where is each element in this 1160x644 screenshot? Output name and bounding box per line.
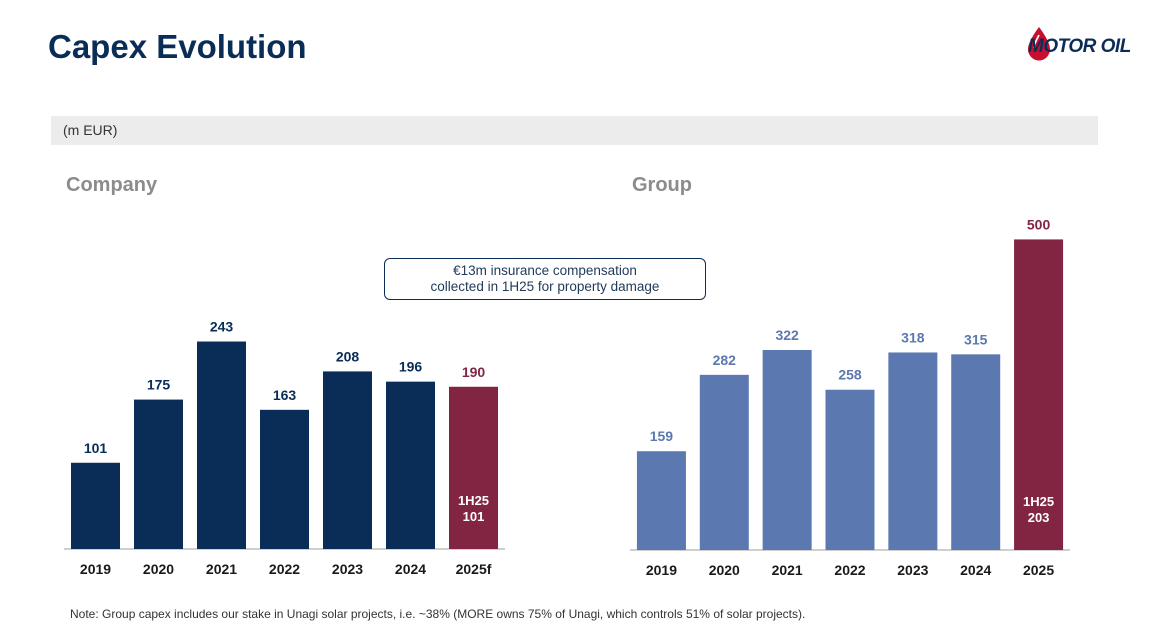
- motor-oil-logo: MOTOR OIL: [1022, 24, 1146, 68]
- unit-bar: (m EUR): [51, 116, 1098, 145]
- company-value-label: 208: [336, 348, 360, 364]
- unit-label: (m EUR): [63, 122, 118, 138]
- logo-text: MOTOR OIL: [1028, 36, 1131, 57]
- oil-drop-icon: [1028, 27, 1050, 61]
- group-value-label: 282: [713, 352, 737, 368]
- group-bar-2025: [1014, 239, 1064, 550]
- group-bar-2021: [762, 349, 812, 550]
- company-tick-label: 2025f: [456, 561, 492, 577]
- group-value-label: 159: [650, 428, 674, 444]
- company-bar-2025f: [449, 386, 498, 549]
- page-title: Capex Evolution: [48, 28, 307, 65]
- company-inner-label: 1H25: [458, 493, 489, 508]
- group-tick-label: 2019: [646, 562, 677, 578]
- group-tick-label: 2025: [1023, 562, 1054, 578]
- company-tick-label: 2024: [395, 561, 426, 577]
- company-value-label: 163: [273, 387, 297, 403]
- company-bar-2021: [197, 341, 246, 549]
- company-chart-title: Company: [66, 174, 158, 196]
- company-bar-2024: [386, 381, 435, 549]
- footnote: Note: Group capex includes our stake in …: [70, 607, 806, 621]
- company-tick-label: 2019: [80, 561, 111, 577]
- company-tick-label: 2021: [206, 561, 237, 577]
- company-tick-label: 2020: [143, 561, 174, 577]
- group-tick-label: 2024: [960, 562, 991, 578]
- annotation-line-1: €13m insurance compensation: [453, 263, 637, 278]
- company-value-label: 196: [399, 359, 423, 375]
- company-bar-2022: [260, 409, 309, 549]
- company-bar-2020: [134, 399, 183, 549]
- group-chart-title: Group: [632, 174, 692, 196]
- group-value-label: 258: [838, 367, 862, 383]
- company-inner-label: 101: [463, 509, 485, 524]
- company-bar-2023: [323, 371, 372, 549]
- group-value-label: 315: [964, 331, 988, 347]
- company-value-label: 101: [84, 440, 108, 456]
- group-bar-chart: 159 2019 282 2020 322 2021 258 2022 318 2023 315 20…: [630, 216, 1070, 578]
- group-bar-2019: [636, 451, 686, 550]
- group-bar-2022: [825, 389, 875, 550]
- group-inner-label: 203: [1028, 510, 1050, 525]
- company-value-label: 190: [462, 364, 486, 380]
- group-tick-label: 2021: [772, 562, 803, 578]
- group-bar-2020: [699, 374, 749, 550]
- company-bar-chart: 101 2019 175 2020 243 2021 163 2022 208 2023 196 20…: [64, 319, 505, 577]
- group-inner-label: 1H25: [1023, 494, 1054, 509]
- company-bar-2019: [71, 462, 120, 549]
- annotation-line-2: collected in 1H25 for property damage: [430, 279, 660, 294]
- group-tick-label: 2020: [709, 562, 740, 578]
- group-value-label: 500: [1027, 216, 1051, 232]
- group-tick-label: 2023: [897, 562, 928, 578]
- insurance-annotation-box: €13m insurance compensation collected in…: [384, 258, 706, 300]
- group-value-label: 318: [901, 329, 925, 345]
- company-tick-label: 2023: [332, 561, 363, 577]
- company-value-label: 243: [210, 319, 234, 335]
- group-tick-label: 2022: [834, 562, 865, 578]
- group-value-label: 322: [775, 327, 799, 343]
- group-bar-2023: [888, 352, 938, 550]
- company-tick-label: 2022: [269, 561, 300, 577]
- company-value-label: 175: [147, 377, 171, 393]
- group-bar-2024: [951, 354, 1001, 550]
